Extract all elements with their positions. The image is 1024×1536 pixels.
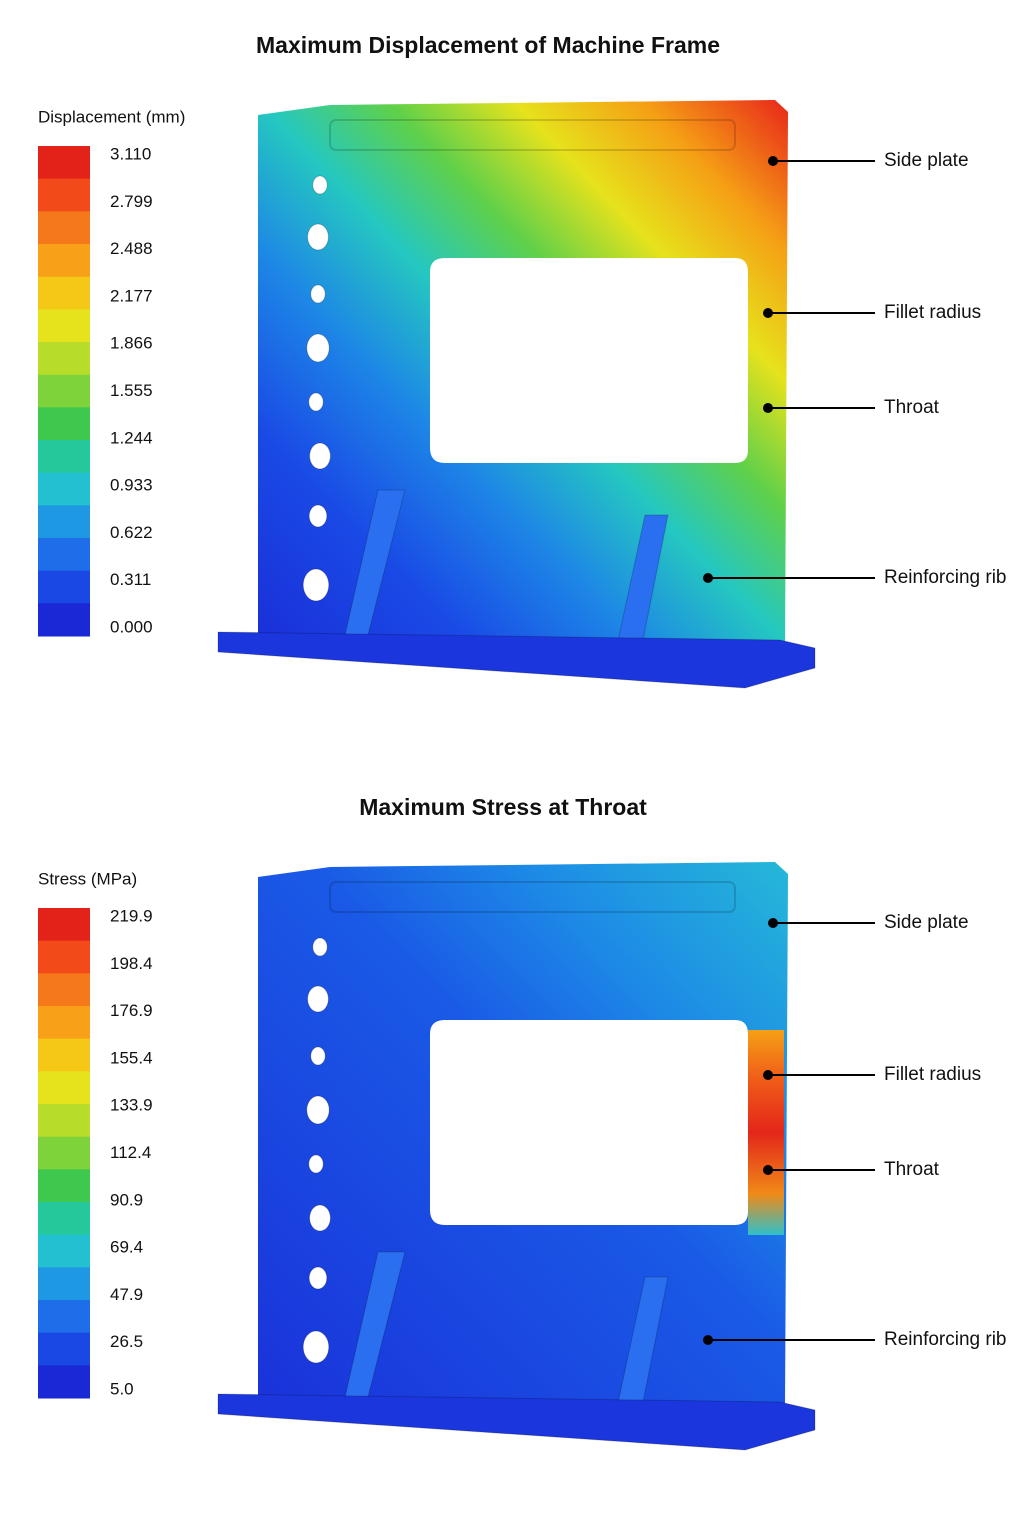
legend-label: 69.4 [110,1238,143,1257]
colorbar-band [38,211,90,245]
frame [217,100,816,689]
hole [309,442,331,470]
panel: Maximum Displacement of Machine Frame Dis… [38,32,1007,689]
legend-title: Stress (MPa) [38,869,137,888]
hole [308,1154,324,1174]
legend-label: 219.9 [110,906,153,925]
colorbar-band [38,973,90,1007]
hole [308,1266,328,1290]
hole [307,223,329,251]
frame-plate [258,862,788,1407]
base [217,631,816,689]
colorbar-band [38,407,90,441]
colorbar-band [38,1006,90,1040]
callout-label: Side plate [884,912,969,933]
upper-slot [329,881,736,913]
colorbar-band [38,1365,90,1399]
panel-title: Maximum Stress at Throat [359,794,647,820]
colorbar-band [38,276,90,310]
colorbar-band [38,1300,90,1334]
legend-label: 2.488 [110,239,153,258]
colorbar-band [38,1071,90,1105]
legend-label: 90.9 [110,1190,143,1209]
colorbar-band [38,1267,90,1301]
base [217,1393,816,1451]
panel: Maximum Stress at Throat Stress (MPa) 219.… [38,794,1007,1451]
legend-label: 5.0 [110,1379,134,1398]
legend-title: Displacement (mm) [38,107,185,126]
hole [310,284,326,304]
legend-label: 2.177 [110,286,153,305]
colorbar-band [38,1136,90,1170]
legend-label: 176.9 [110,1001,153,1020]
legend-label: 155.4 [110,1048,153,1067]
legend-label: 47.9 [110,1285,143,1304]
colorbar-band [38,1332,90,1366]
callout-label: Fillet radius [884,302,981,323]
hole [306,333,330,363]
legend-label: 26.5 [110,1332,143,1351]
callout-label: Side plate [884,150,969,171]
callout-label: Fillet radius [884,1064,981,1085]
colorbar-band [38,908,90,942]
colorbar-band [38,146,90,180]
legend-label: 112.4 [110,1143,151,1162]
hole [308,504,328,528]
legend-label: 1.555 [110,381,153,400]
colorbar-band [38,472,90,506]
colorbar-band [38,1234,90,1268]
colorbar-band [38,309,90,343]
colorbar-band [38,1104,90,1138]
colorbar-band [38,940,90,974]
hole [308,392,324,412]
legend-label: 3.110 [110,144,151,163]
frame-plate [258,100,788,645]
colorbar-band [38,1202,90,1236]
legend-label: 1.866 [110,334,153,353]
colorbar-band [38,178,90,212]
callout-label: Throat [884,397,940,418]
frame [217,862,816,1451]
legend-label: 2.799 [110,192,153,211]
legend-label: 1.244 [110,428,153,447]
callout-label: Throat [884,1159,940,1180]
colorbar-band [38,342,90,376]
colorbar-band [38,505,90,539]
legend-label: 0.933 [110,476,153,495]
hole [302,1330,330,1364]
hole [306,1095,330,1125]
hole [309,1204,331,1232]
legend-label: 0.311 [110,570,151,589]
legend-label: 133.9 [110,1096,153,1115]
hole [312,175,328,195]
colorbar-band [38,440,90,474]
hole [302,568,330,602]
upper-slot [329,119,736,151]
callout-label: Reinforcing rib [884,567,1007,588]
panel-title: Maximum Displacement of Machine Frame [256,32,720,58]
colorbar-band [38,374,90,408]
colorbar-band [38,603,90,637]
hole [312,937,328,957]
throat-hotspot [748,1030,784,1235]
hole [307,985,329,1013]
hole [310,1046,326,1066]
callout-label: Reinforcing rib [884,1329,1007,1350]
legend-label: 0.000 [110,617,153,636]
legend-label: 0.622 [110,523,153,542]
colorbar-band [38,1038,90,1072]
colorbar-band [38,244,90,278]
colorbar-band [38,1169,90,1203]
legend-label: 198.4 [110,954,153,973]
colorbar-band [38,570,90,604]
colorbar-band [38,538,90,572]
